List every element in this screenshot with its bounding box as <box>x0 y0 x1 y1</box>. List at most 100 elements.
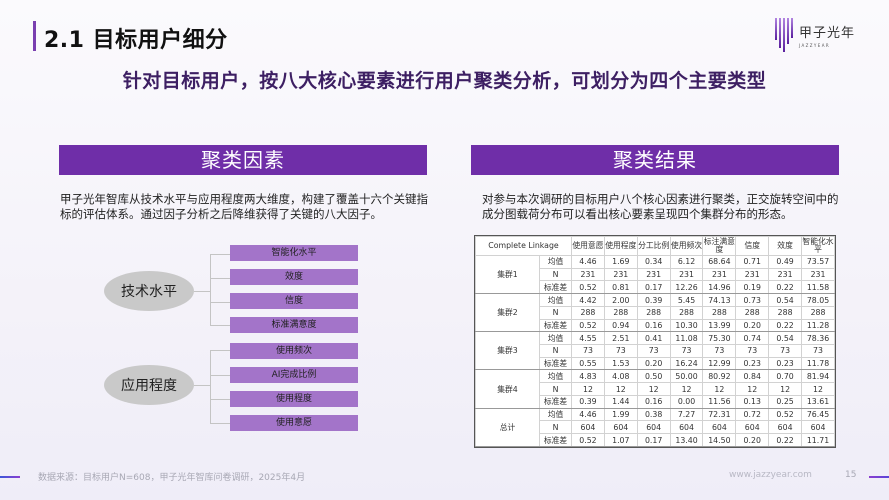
table-cell: 0.71 <box>735 255 770 269</box>
table-cell: 0.94 <box>603 318 638 333</box>
table-cell: 74.13 <box>702 293 737 307</box>
table-cell: 13.99 <box>702 318 737 333</box>
table-cell: 14.50 <box>702 433 737 447</box>
table-row: 集群4 均值 4.83 4.08 0.50 50.00 80.92 0.84 0.70 81.94 <box>475 369 835 409</box>
table-cell: 0.74 <box>735 331 770 346</box>
connector-line <box>210 399 230 400</box>
table-cell: 1.07 <box>603 433 638 447</box>
footer-accent-line <box>0 476 20 478</box>
table-cell: 13.61 <box>801 394 835 409</box>
table-cell: 12 <box>702 382 737 396</box>
stat-label: N <box>538 267 573 282</box>
stat-label: N <box>538 344 573 358</box>
table-cell: 0.20 <box>735 318 770 333</box>
data-source-note: 数据来源：目标用户N=608，甲子光年智库问卷调研，2025年4月 <box>38 473 306 483</box>
column-header: 使用程度 <box>603 236 638 256</box>
table-cell: 0.20 <box>735 433 770 447</box>
table-cell: 288 <box>702 305 737 320</box>
table-cell: 0.22 <box>768 318 803 333</box>
table-row: 集群2 均值 4.42 2.00 0.39 5.45 74.13 0.73 0.54 78.05 <box>475 293 835 333</box>
table-row: 标准差 0.52 1.07 0.17 13.40 14.50 0.20 0.22 11.71 <box>476 433 835 447</box>
table-cell: 231 <box>571 267 605 282</box>
table-cell: 231 <box>768 267 803 282</box>
table-cell: 0.34 <box>636 255 671 269</box>
table-cell: 1.99 <box>603 407 638 422</box>
factor-node: AI完成比例 <box>230 367 358 383</box>
table-cell: 0.00 <box>669 394 704 409</box>
stat-label: N <box>538 382 573 396</box>
table-cell: 604 <box>636 420 671 435</box>
table-cell: 0.38 <box>636 407 671 422</box>
table-cell: 4.46 <box>571 407 605 422</box>
stat-label: 均值 <box>538 293 573 307</box>
connector-line <box>210 423 230 424</box>
table-cell: 0.41 <box>636 331 671 346</box>
table-cell: 0.52 <box>768 407 803 422</box>
table-cell: 0.22 <box>768 280 803 295</box>
table-cell: 11.58 <box>801 280 835 295</box>
table-cell: 288 <box>735 305 770 320</box>
table-cell: 231 <box>669 267 704 282</box>
connector-line <box>210 278 230 279</box>
table-cell: 0.54 <box>768 331 803 346</box>
connector-line <box>194 385 210 386</box>
table-row: 集群1 均值 4.46 1.69 0.34 6.12 68.64 0.71 0.49 73.57 <box>475 254 835 295</box>
factor-node: 使用频次 <box>230 343 358 359</box>
table-cell: 604 <box>571 420 605 435</box>
table-cell: 0.70 <box>768 369 803 384</box>
table-cell: 0.52 <box>571 433 605 447</box>
website-link[interactable]: www.jazzyear.com <box>729 470 812 480</box>
table-cell: 0.49 <box>768 255 803 269</box>
table-cell: 231 <box>603 267 638 282</box>
stat-label: 均值 <box>538 255 573 269</box>
table-cell: 12 <box>735 382 770 396</box>
table-cell: 231 <box>636 267 671 282</box>
column-header: 智能化水平 <box>801 236 835 256</box>
table-cell: 0.39 <box>636 293 671 307</box>
table-cell: 12 <box>603 382 638 396</box>
table-cell: 2.00 <box>603 293 638 307</box>
table-cell: 73 <box>669 344 704 358</box>
table-cell: 11.28 <box>801 318 835 333</box>
table-cell: 4.55 <box>571 331 605 346</box>
logo-mark-icon <box>775 18 793 52</box>
table-cell: 80.92 <box>702 369 737 384</box>
subtitle: 针对目标用户，按八大核心要素进行用户聚类分析，可划分为四个主要类型 <box>122 70 767 92</box>
results-description: 对参与本次调研的目标用户八个核心因素进行聚类，正交旋转空间中的成分图载荷分布可以… <box>482 192 839 221</box>
stat-label: 标准差 <box>538 356 573 371</box>
tree-root-tech: 技术水平 <box>104 271 194 311</box>
connector-line <box>210 350 230 351</box>
table-cell: 11.78 <box>801 356 835 371</box>
table-cell: 1.44 <box>603 394 638 409</box>
table-cell: 288 <box>768 305 803 320</box>
table-cell: 76.45 <box>801 407 835 422</box>
stat-label: 均值 <box>538 407 573 422</box>
table-cell: 0.17 <box>636 280 671 295</box>
table-cell: 604 <box>801 420 835 435</box>
table-row: N 73 73 73 73 73 73 73 73 <box>476 344 835 358</box>
stat-label: 均值 <box>538 331 573 346</box>
page-title: 2.1 目标用户细分 <box>44 28 228 53</box>
table-cell: 10.30 <box>669 318 704 333</box>
table-cell: 12 <box>571 382 605 396</box>
table-cell: 0.20 <box>636 356 671 371</box>
table-cell: 0.55 <box>571 356 605 371</box>
stat-label: 标准差 <box>538 394 573 409</box>
table-cell: 288 <box>801 305 835 320</box>
table-cell: 0.19 <box>735 280 770 295</box>
column-header: Complete Linkage <box>474 236 573 256</box>
table-cell: 4.08 <box>603 369 638 384</box>
table-cell: 288 <box>603 305 638 320</box>
stat-label: N <box>538 420 573 435</box>
table-cell: 0.72 <box>735 407 770 422</box>
table-cell: 81.94 <box>801 369 835 384</box>
table-cell: 7.27 <box>669 407 704 422</box>
table-cell: 12 <box>669 382 704 396</box>
connector-line <box>194 291 210 292</box>
connector-line <box>210 375 230 376</box>
table-cell: 0.52 <box>571 280 605 295</box>
table-cell: 4.83 <box>571 369 605 384</box>
page-number: 15 <box>845 470 857 480</box>
table-cell: 604 <box>603 420 638 435</box>
table-cell: 73 <box>603 344 638 358</box>
